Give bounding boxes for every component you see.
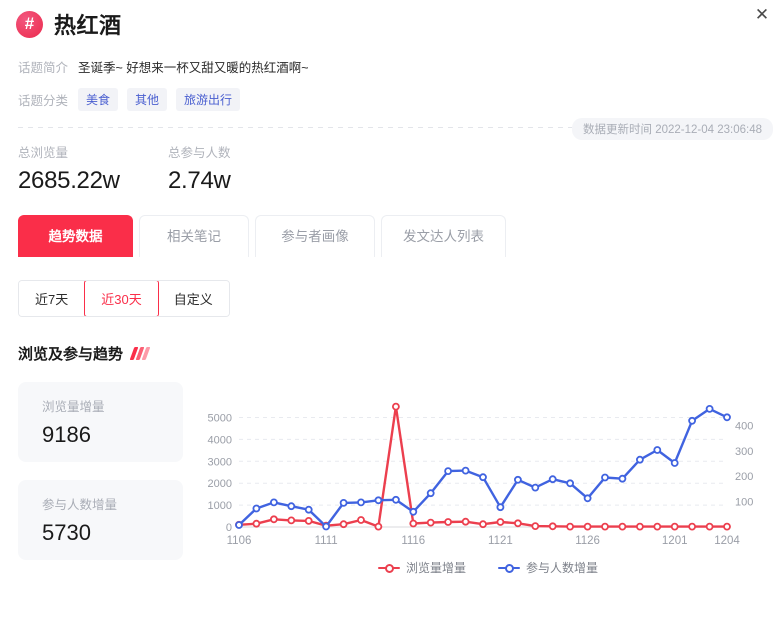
section-title: 浏览及参与趋势	[18, 346, 124, 363]
range-7days[interactable]: 近7天	[19, 281, 86, 316]
tab-underline	[0, 257, 783, 258]
svg-text:100: 100	[735, 497, 753, 509]
description-label: 话题简介	[18, 61, 69, 75]
dashed-divider-line	[18, 127, 765, 128]
total-views-label: 总浏览量	[18, 146, 69, 160]
tab-trend-data[interactable]: 趋势数据	[18, 215, 133, 257]
stat-card-column: 浏览量增量 9186 参与人数增量 5730	[18, 382, 183, 592]
svg-text:200: 200	[735, 471, 753, 483]
hashtag-glyph: #	[24, 14, 35, 33]
legend-label-participants: 参与人数增量	[526, 561, 599, 575]
legend-label-views: 浏览量增量	[405, 561, 466, 575]
topic-description-row: 话题简介 圣诞季~ 好想来一杯又甜又暖的热红酒啊~	[0, 57, 783, 76]
total-participants-value: 2.74w	[168, 167, 231, 194]
svg-text:1116: 1116	[401, 535, 425, 547]
tab-creator-list[interactable]: 发文达人列表	[381, 215, 506, 257]
update-time-badge: 数据更新时间 2022-12-04 23:06:48	[572, 118, 773, 140]
stat-card-participants-value: 5730	[42, 520, 91, 545]
legend-item-views[interactable]: 浏览量增量	[377, 559, 466, 576]
totals-row: 总浏览量 2685.22w 总参与人数 2.74w	[0, 128, 783, 195]
range-custom[interactable]: 自定义	[157, 281, 229, 316]
range-30days[interactable]: 近30天	[84, 281, 159, 316]
stat-card-views: 浏览量增量 9186	[18, 382, 183, 462]
topic-header: # 热红酒	[0, 0, 783, 40]
total-participants-label: 总参与人数	[168, 146, 231, 160]
hashtag-icon: #	[16, 10, 43, 38]
legend-marker-red	[377, 563, 400, 573]
legend-marker-blue	[498, 563, 520, 573]
svg-text:1111: 1111	[315, 535, 338, 547]
total-views-value: 2685.22w	[18, 167, 120, 194]
triple-slash-icon	[129, 347, 151, 360]
svg-text:1126: 1126	[575, 535, 600, 547]
stat-card-views-label: 浏览量增量	[42, 400, 105, 414]
svg-text:1106: 1106	[227, 535, 252, 547]
stat-card-participants-label: 参与人数增量	[42, 498, 118, 512]
topic-category-row: 话题分类 美食 其他 旅游出行	[0, 88, 783, 111]
svg-text:3000: 3000	[208, 456, 232, 468]
date-range-selector: 近7天 近30天 自定义	[18, 280, 230, 317]
category-label: 话题分类	[18, 94, 69, 108]
section-header: 浏览及参与趋势	[18, 343, 783, 364]
category-tag-1[interactable]: 其他	[127, 88, 168, 111]
chart-legend: 浏览量增量 参与人数增量	[193, 559, 783, 576]
tab-bar: 趋势数据 相关笔记 参与者画像 发文达人列表	[0, 195, 783, 257]
trend-chart: 0 1000 2000 3000 4000 5000 100 200 300 400 1106 111…	[193, 382, 783, 592]
header-divider: 数据更新时间 2022-12-04 23:06:48	[0, 118, 783, 140]
legend-item-participants[interactable]: 参与人数增量	[498, 559, 598, 576]
svg-text:1201: 1201	[662, 535, 688, 547]
svg-text:1121: 1121	[488, 535, 513, 547]
category-tag-0[interactable]: 美食	[78, 88, 119, 111]
svg-text:300: 300	[735, 446, 753, 458]
svg-text:1000: 1000	[208, 500, 232, 512]
svg-text:400: 400	[735, 420, 753, 432]
category-tag-2[interactable]: 旅游出行	[176, 88, 241, 111]
tab-participant-profile[interactable]: 参与者画像	[255, 215, 375, 257]
description-value: 圣诞季~ 好想来一杯又甜又暖的热红酒啊~	[78, 61, 309, 75]
trend-chart-svg: 0 1000 2000 3000 4000 5000 100 200 300 400 1106 111…	[208, 402, 753, 547]
total-views-block: 总浏览量 2685.22w	[18, 142, 168, 195]
svg-text:5000: 5000	[208, 413, 232, 425]
close-icon[interactable]: ✕	[754, 5, 770, 24]
page-title: 热红酒	[54, 13, 122, 38]
svg-text:1204: 1204	[714, 535, 740, 547]
svg-text:0: 0	[226, 522, 232, 534]
tab-related-notes[interactable]: 相关笔记	[139, 215, 249, 257]
trend-body: 浏览量增量 9186 参与人数增量 5730 0 1000 2000 3000 4000…	[0, 382, 783, 592]
total-participants-block: 总参与人数 2.74w	[168, 142, 231, 195]
stat-card-views-value: 9186	[42, 422, 91, 447]
stat-card-participants: 参与人数增量 5730	[18, 480, 183, 560]
svg-text:4000: 4000	[208, 434, 232, 446]
svg-text:2000: 2000	[208, 478, 232, 490]
